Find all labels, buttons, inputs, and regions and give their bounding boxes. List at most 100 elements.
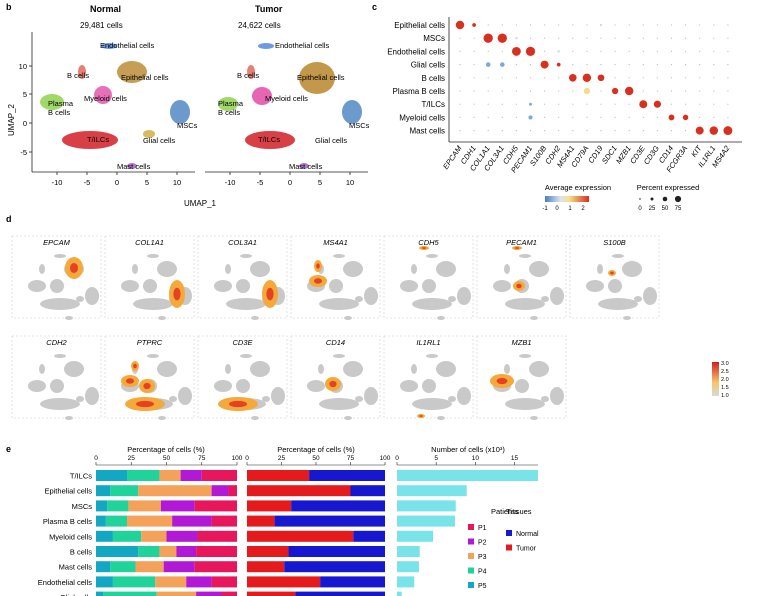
feature-cell-cluster: [271, 387, 285, 405]
dotplot-bg-dot: [544, 103, 546, 105]
dotplot-bg-dot: [572, 103, 574, 105]
bar-p3: [156, 591, 197, 596]
dotplot-bg-dot: [473, 103, 475, 105]
dotplot-row-label: Glial cells: [411, 61, 445, 70]
dotplot-bg-dot: [487, 103, 489, 105]
label-epithelial: Epithelial cells: [121, 73, 169, 82]
umap-xtick: 0: [115, 178, 119, 187]
umap-xtick: -10: [52, 178, 63, 187]
dotplot-bg-dot: [501, 24, 503, 26]
bar-p4: [112, 576, 156, 588]
feature-cell-cluster: [344, 316, 352, 320]
dotplot-bg-dot: [699, 103, 701, 105]
cluster-endothelial: [101, 43, 117, 49]
dotplot-bg-dot: [670, 130, 673, 132]
dotplot-bg-dot: [685, 64, 687, 66]
bar-normal: [288, 546, 385, 557]
dotplot-bg-dot: [642, 90, 644, 92]
bar-p3: [159, 470, 181, 481]
umap-tumor-clusters: [218, 43, 362, 169]
dotplot-bg-dot: [656, 64, 659, 66]
svg-text:3.0: 3.0: [721, 361, 729, 367]
dotplot-bg-dot: [558, 77, 560, 79]
bar-p2: [211, 485, 229, 497]
dotplot-bg-dot: [656, 24, 659, 26]
dotplot-bg-dot: [727, 90, 729, 92]
legend-panel-e: P1 P2 P3 P4 P5 Normal Tumor: [468, 524, 539, 590]
legend-swatch-normal: [506, 530, 512, 536]
dotplot-row-label: B cells: [421, 74, 445, 83]
panel-e-row-label: Epithelial cells: [44, 487, 92, 496]
bar-count: [397, 485, 467, 497]
bar-p1: [197, 530, 237, 542]
feature-cell-cluster: [50, 279, 64, 293]
dotplot-bg-dot: [614, 130, 616, 132]
bar-p3: [135, 561, 164, 573]
dotplot-bg-dot: [713, 90, 715, 92]
dotplot: Epithelial cells MSCs Endothelial cells Gli…: [387, 17, 742, 174]
feature-cell-cluster: [412, 298, 452, 310]
feature-cell-cluster: [597, 264, 603, 274]
dotplot-bg-dot: [572, 64, 574, 66]
feature-cell-cluster: [530, 416, 538, 420]
bar-p5: [96, 576, 113, 588]
feature-peak-expr: [133, 363, 137, 369]
feature-cell-cluster: [541, 396, 549, 402]
feature-cell-cluster: [504, 364, 510, 374]
dotplot-bg-dot: [685, 90, 687, 92]
cluster-b-cells: [78, 65, 86, 79]
feature-plot-title: IL1RL1: [416, 338, 440, 347]
dotplot-bg-dot: [727, 37, 729, 39]
dotplot-bg-dot: [699, 50, 701, 53]
bar-p5: [96, 561, 111, 573]
dotplot-bg-dot: [544, 90, 546, 92]
feature-cell-cluster: [504, 264, 510, 274]
umap-xtick: 5: [145, 178, 149, 187]
dotplot-bg-dot: [459, 37, 461, 39]
feature-cell-cluster: [329, 279, 343, 293]
dotplot-bg-dot: [572, 130, 574, 132]
dotplot-dot: [500, 62, 505, 67]
bar-p1: [194, 500, 237, 512]
panel-d-label: d: [6, 214, 12, 224]
dotplot-bg-dot: [614, 64, 616, 66]
panel-e-row-label: Mast cells: [59, 563, 93, 572]
dotplot-dot: [540, 60, 549, 69]
feature-cell-cluster: [225, 264, 231, 274]
umap-ytick: 0: [23, 119, 27, 128]
feature-plot-title: PTPRC: [137, 338, 163, 347]
feature-cell-cluster: [319, 298, 359, 310]
feature-plot-title: MZB1: [511, 338, 531, 347]
dotplot-dot: [556, 62, 561, 67]
feature-cell-cluster: [236, 279, 250, 293]
feature-plot-frame: [104, 235, 195, 319]
dotplot-bg-dot: [628, 103, 630, 105]
feature-cell-cluster: [343, 361, 363, 377]
feature-peak-expr: [496, 377, 508, 385]
dotplot-bg-dot: [656, 90, 659, 92]
dotplot-bg-dot: [699, 24, 701, 26]
feature-cell-cluster: [643, 287, 657, 305]
dotplot-bg-dot: [529, 37, 532, 39]
dotplot-bg-dot: [586, 116, 588, 118]
bar-count: [397, 561, 419, 573]
bar-p2: [163, 561, 195, 573]
feature-cell-cluster: [422, 379, 436, 393]
feature-cell-cluster: [240, 354, 252, 358]
dotplot-bg-dot: [614, 103, 616, 105]
cluster-myeloid: [94, 86, 112, 104]
dotplot-bg-dot: [529, 64, 532, 66]
dotplot-bg-dot: [487, 50, 489, 53]
dotplot-bg-dot: [670, 64, 673, 66]
feature-cell-cluster: [158, 416, 166, 420]
bar-tumor: [247, 561, 285, 573]
feature-plot-title: PECAM1: [506, 238, 537, 247]
pct-axis-tick: 100: [232, 455, 243, 462]
feature-colorbar: [712, 362, 719, 396]
bar-p1: [221, 591, 237, 596]
dotplot-bg-dot: [586, 24, 588, 26]
dotplot-bg-dot: [544, 24, 546, 26]
dotplot-bg-dot: [600, 50, 602, 53]
feature-peak-expr: [421, 247, 427, 249]
bar-p4: [110, 485, 139, 497]
